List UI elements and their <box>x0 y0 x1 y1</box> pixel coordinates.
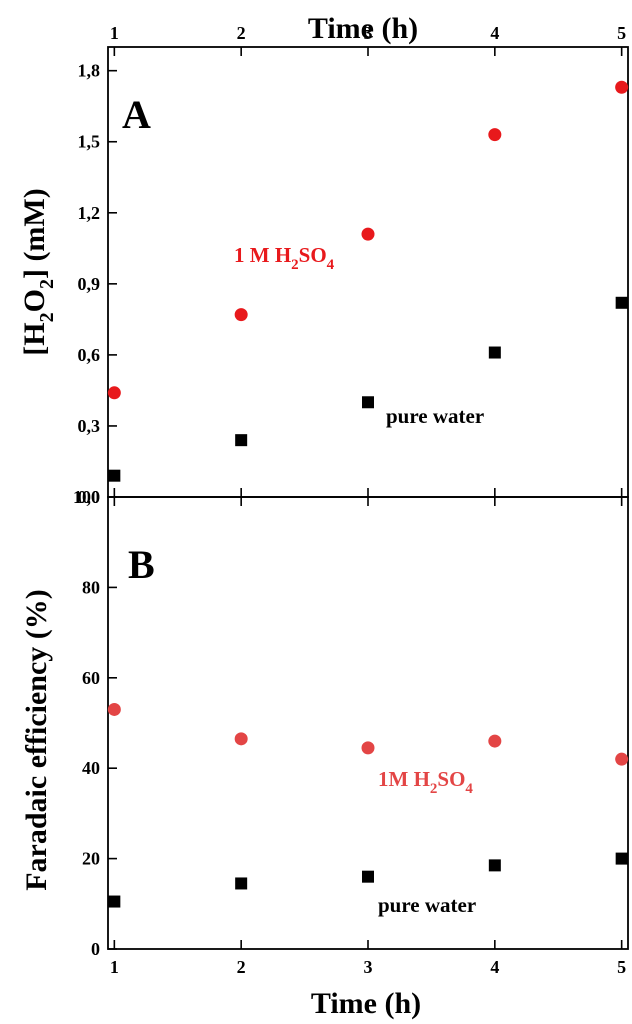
panel-a-label-acid: 1 M H2SO4 <box>234 243 335 273</box>
data-point-series-1 <box>108 895 121 908</box>
data-point-series-1 <box>235 877 248 890</box>
x-tick-label: 4 <box>490 957 499 977</box>
panel-b-bottom-x-ticks <box>113 940 623 949</box>
panel-a-data-points <box>107 80 629 482</box>
x-tick-label: 3 <box>364 23 373 43</box>
data-point-series-0 <box>615 80 629 94</box>
data-point-series-0 <box>488 734 502 748</box>
y-tick-label: 0,9 <box>78 274 101 294</box>
panel-a: 1 2 3 4 5 0,0 0,3 0,6 0,9 1,2 1,5 1,8 Time (h) [H2… <box>18 12 629 507</box>
data-point-series-1 <box>362 396 374 409</box>
x-tick-label: 1 <box>110 957 119 977</box>
y-tick-label: 1,8 <box>78 61 101 81</box>
panel-b: 1 2 3 4 5 0 20 40 60 80 100 Time (h) Faradaic eff… <box>20 487 629 1020</box>
data-point-series-0 <box>234 308 248 322</box>
x-tick-label: 5 <box>617 957 626 977</box>
panel-a-label-water: pure water <box>386 404 484 428</box>
y-tick-label: 0 <box>91 939 100 959</box>
panel-b-y-tick-labels: 0 20 40 60 80 100 <box>73 487 100 959</box>
y-tick-label: 100 <box>73 487 100 507</box>
panel-a-top-x-ticks <box>113 47 623 56</box>
data-point-series-0 <box>234 732 248 746</box>
x-tick-label: 5 <box>617 23 626 43</box>
panel-b-top-x-ticks <box>113 497 623 506</box>
data-point-series-1 <box>108 469 121 482</box>
data-point-series-0 <box>361 227 375 241</box>
data-point-series-0 <box>107 702 121 716</box>
data-point-series-0 <box>361 741 375 755</box>
panel-a-y-ticks <box>108 69 117 498</box>
y-tick-label: 60 <box>82 668 100 688</box>
y-tick-label: 0,6 <box>78 345 101 365</box>
panel-a-top-x-axis-title: Time (h) <box>308 12 418 45</box>
data-point-series-0 <box>615 752 629 766</box>
data-point-series-1 <box>362 870 374 883</box>
data-point-series-1 <box>488 346 501 359</box>
panel-a-bottom-x-ticks <box>113 488 623 497</box>
y-tick-label: 80 <box>82 577 100 597</box>
panel-b-x-tick-labels: 1 2 3 4 5 <box>110 957 626 977</box>
panel-a-y-tick-labels: 0,0 0,3 0,6 0,9 1,2 1,5 1,8 <box>78 61 101 507</box>
y-tick-label: 0,0 <box>78 487 101 507</box>
panel-b-x-axis-title: Time (h) <box>311 987 421 1020</box>
data-point-series-1 <box>615 296 628 309</box>
data-point-series-0 <box>107 386 121 400</box>
data-point-series-1 <box>235 434 248 447</box>
y-tick-label: 1,5 <box>78 132 101 152</box>
panel-a-x-tick-labels: 1 2 3 4 5 <box>110 23 626 43</box>
x-tick-label: 2 <box>237 23 246 43</box>
panel-a-letter: A <box>122 92 151 137</box>
panel-b-letter: B <box>128 542 155 587</box>
x-tick-label: 1 <box>110 23 119 43</box>
data-point-series-1 <box>488 859 501 872</box>
y-tick-label: 1,2 <box>78 203 101 223</box>
y-tick-label: 20 <box>82 849 100 869</box>
panel-a-y-axis-title: [H2O2] (mM) <box>18 188 58 355</box>
panel-a-frame <box>107 46 629 498</box>
x-tick-label: 2 <box>237 957 246 977</box>
data-point-series-0 <box>488 128 502 142</box>
x-tick-label: 3 <box>364 957 373 977</box>
y-tick-label: 0,3 <box>78 416 101 436</box>
panel-b-label-acid: 1M H2SO4 <box>378 767 473 797</box>
panel-b-y-axis-title: Faradaic efficiency (%) <box>20 589 53 891</box>
panel-b-label-water: pure water <box>378 893 476 917</box>
y-tick-label: 40 <box>82 758 100 778</box>
data-point-series-1 <box>615 852 628 865</box>
panel-b-data-points <box>107 702 629 908</box>
panel-b-y-ticks <box>108 496 117 950</box>
x-tick-label: 4 <box>490 23 499 43</box>
